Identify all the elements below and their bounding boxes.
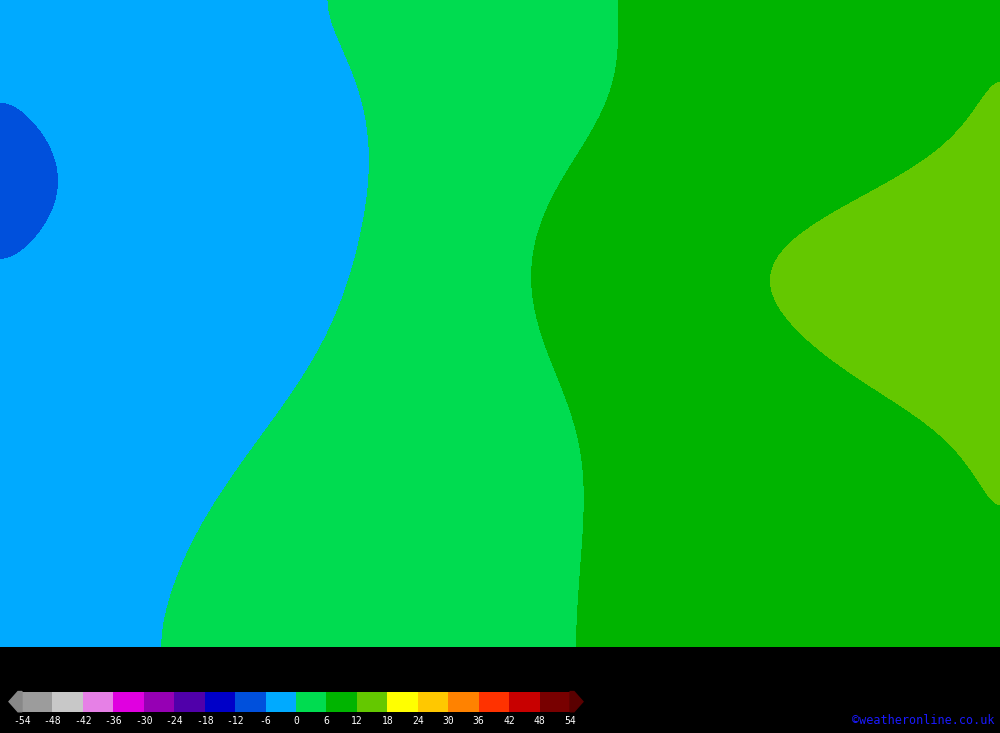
- Text: -24: -24: [165, 716, 183, 726]
- Text: -36: -36: [105, 716, 122, 726]
- Bar: [418, 691, 448, 712]
- Text: Fr 07-06-2024 00:00 UTC (¸8+30): Fr 07-06-2024 00:00 UTC (¸8+30): [595, 655, 866, 671]
- Bar: [509, 691, 540, 712]
- Bar: [479, 691, 509, 712]
- Text: Height/Temp. 850 hPa [gdmp][°C] ECMWF: Height/Temp. 850 hPa [gdmp][°C] ECMWF: [5, 655, 329, 671]
- Bar: [266, 691, 296, 712]
- Text: 48: 48: [534, 716, 545, 726]
- Text: -6: -6: [260, 716, 271, 726]
- Bar: [357, 691, 387, 712]
- FancyArrow shape: [570, 691, 583, 712]
- FancyArrow shape: [9, 691, 22, 712]
- Text: 24: 24: [412, 716, 424, 726]
- Bar: [235, 691, 266, 712]
- Bar: [83, 691, 113, 712]
- Bar: [448, 691, 479, 712]
- Text: 54: 54: [564, 716, 576, 726]
- Bar: [205, 691, 235, 712]
- Text: 6: 6: [324, 716, 329, 726]
- Bar: [113, 691, 144, 712]
- Text: -30: -30: [135, 716, 153, 726]
- Text: 42: 42: [503, 716, 515, 726]
- Text: -18: -18: [196, 716, 213, 726]
- Text: -54: -54: [13, 716, 31, 726]
- Text: -42: -42: [74, 716, 92, 726]
- Bar: [326, 691, 357, 712]
- Bar: [540, 691, 570, 712]
- Bar: [296, 691, 326, 712]
- Text: 36: 36: [473, 716, 485, 726]
- Text: ©weatheronline.co.uk: ©weatheronline.co.uk: [852, 714, 995, 727]
- Text: 12: 12: [351, 716, 363, 726]
- Bar: [387, 691, 418, 712]
- Text: 18: 18: [381, 716, 393, 726]
- Bar: [52, 691, 83, 712]
- Bar: [22, 691, 52, 712]
- Text: -12: -12: [226, 716, 244, 726]
- Text: 0: 0: [293, 716, 299, 726]
- Bar: [174, 691, 205, 712]
- Text: -48: -48: [44, 716, 61, 726]
- Text: 30: 30: [442, 716, 454, 726]
- Bar: [144, 691, 174, 712]
